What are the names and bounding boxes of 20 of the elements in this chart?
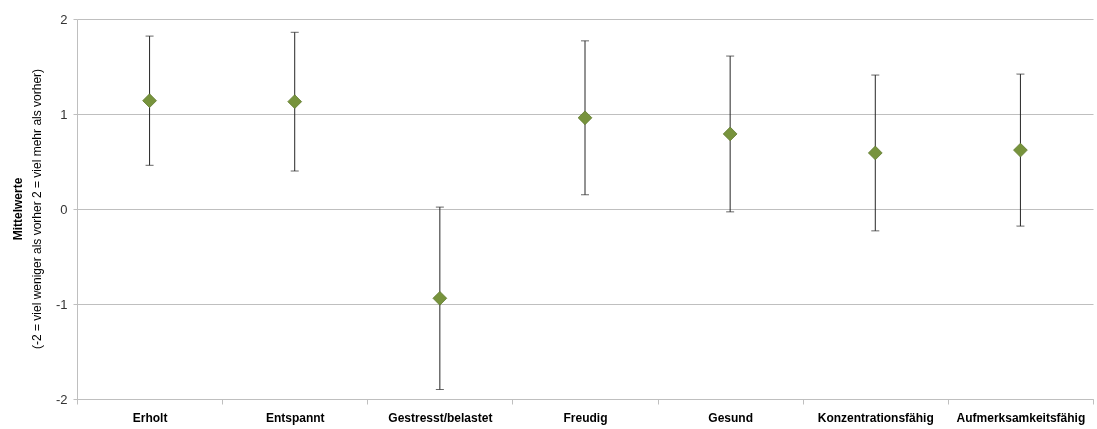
x-tick-label: Gestresst/belastet — [388, 410, 493, 425]
x-tick-label: Erholt — [132, 410, 168, 425]
point — [287, 94, 303, 109]
y-tick-label: -1 — [55, 296, 68, 312]
y-tick-label: -2 — [55, 391, 68, 407]
x-tick-label: Gesund — [708, 410, 753, 425]
x-tick-label: Aufmerksamkeitsfähig — [956, 410, 1086, 425]
y-tick-label: 0 — [60, 201, 68, 217]
point — [142, 93, 157, 108]
y-tick-label: 2 — [60, 11, 68, 27]
x-tick-label: Entspannt — [265, 410, 325, 425]
y-tick-label: 1 — [60, 106, 68, 122]
point — [1013, 142, 1028, 158]
point — [577, 110, 593, 126]
point — [722, 126, 738, 142]
y-axis-title: Mittelwerte (-2 = viel weniger als vorher 2 = viel mehr als vorher) — [11, 68, 44, 350]
point — [867, 145, 883, 161]
x-tick-label: Konzentrationsfähig — [817, 410, 934, 425]
x-tick-label: Freudig — [563, 410, 608, 425]
point — [432, 291, 448, 306]
